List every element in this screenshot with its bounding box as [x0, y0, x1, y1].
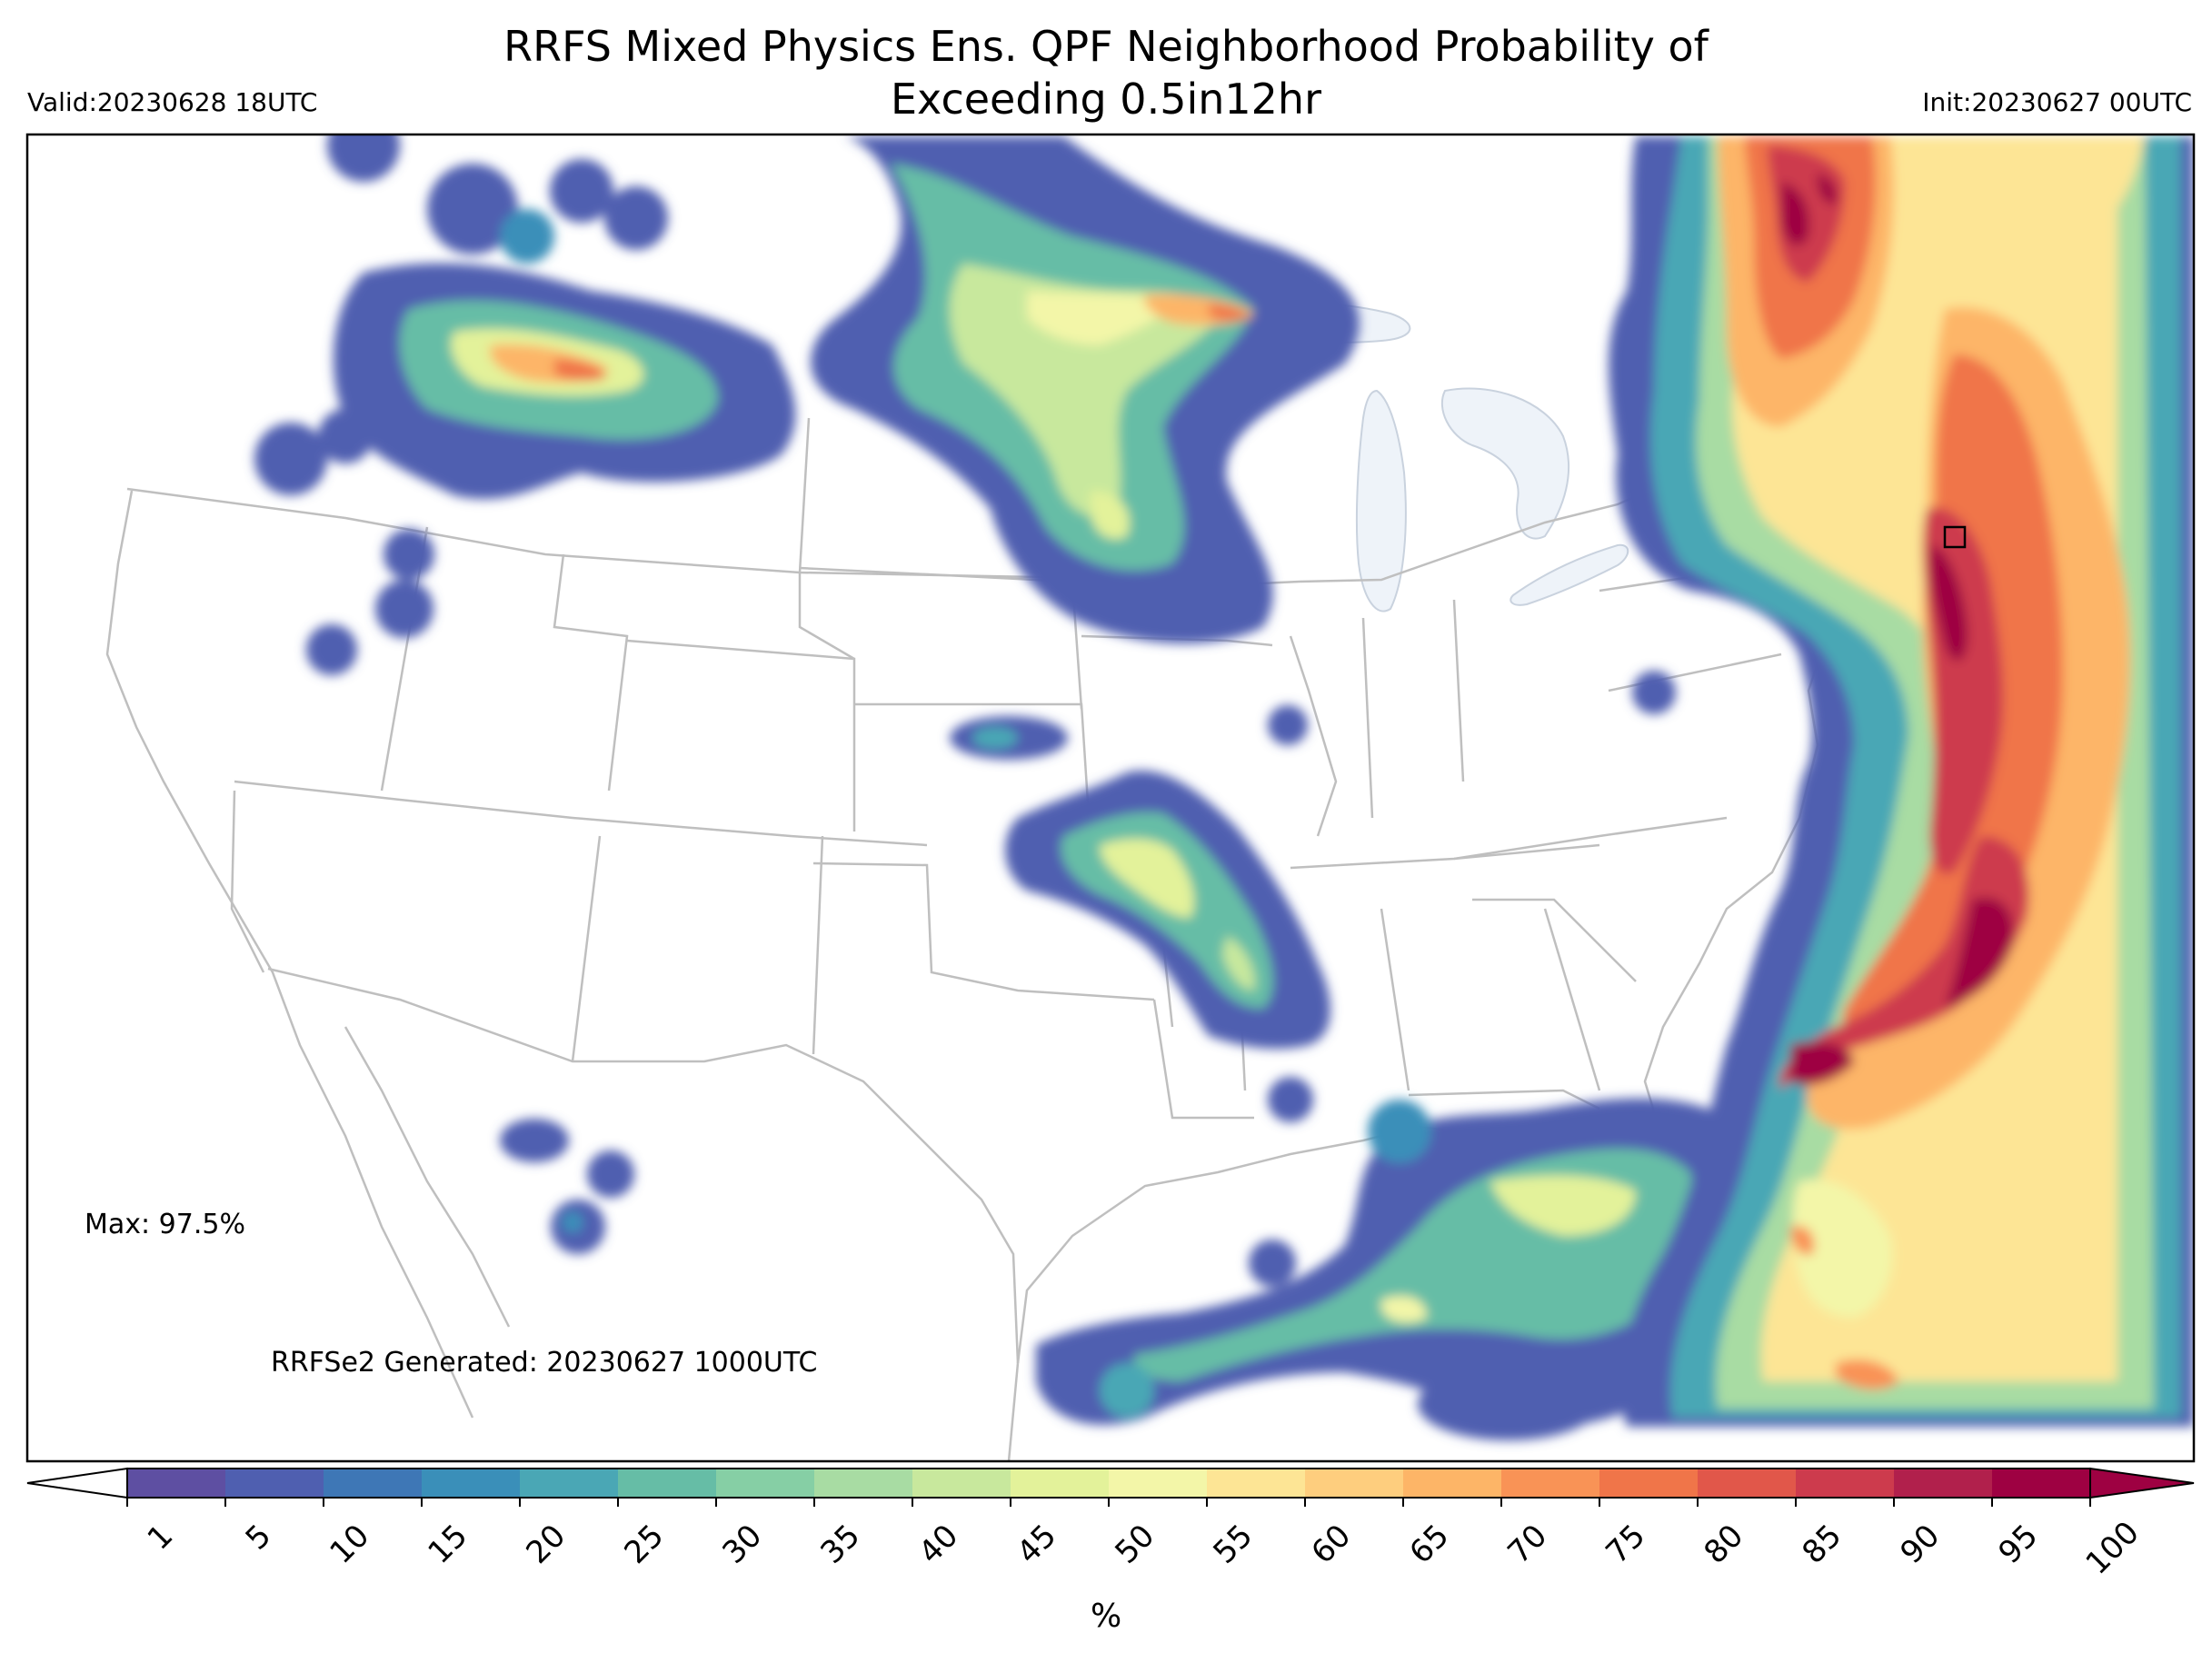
precip-area-east-coast — [1609, 136, 2194, 1427]
valid-time-label: Valid:20230628 18UTC — [27, 87, 318, 117]
colorbar-swatch — [1501, 1469, 1600, 1498]
colorbar-swatch — [1305, 1469, 1404, 1498]
generated-time-label: RRFSe2 Generated: 20230627 1000UTC — [271, 1347, 818, 1379]
max-location-marker — [1943, 525, 1967, 549]
max-value-label: Max: 97.5% — [85, 1209, 245, 1240]
lake-erie — [1510, 543, 1629, 606]
border-il-in — [1289, 635, 1338, 837]
colorbar-swatch — [1599, 1469, 1699, 1498]
lake-michigan — [1355, 389, 1407, 612]
border-ky-tn — [1290, 843, 1600, 870]
colorbar-under-extend — [26, 1467, 128, 1499]
precip-area-gulf-coast — [1036, 1098, 1749, 1440]
colorbar-swatch — [324, 1469, 423, 1498]
coast-mexico-east — [1007, 1362, 1020, 1461]
border-va-nc — [1453, 816, 1728, 861]
map-title: RRFS Mixed Physics Ens. QPF Neighborhood… — [0, 20, 2212, 125]
border-ne-sd — [798, 566, 1073, 661]
colorbar-swatch — [1992, 1469, 2091, 1498]
border-west-1 — [230, 790, 265, 973]
border-id-wy — [553, 553, 629, 792]
colorbar-swatch — [814, 1469, 913, 1498]
colorbar-swatch — [716, 1469, 815, 1498]
border-ok-tx — [812, 861, 1155, 1001]
lake-huron — [1440, 387, 1570, 540]
colorbar-swatch — [422, 1469, 521, 1498]
colorbar-swatch — [1698, 1469, 1797, 1498]
border-west-2 — [234, 780, 928, 847]
colorbar-over-extend — [2089, 1467, 2195, 1499]
colorbar-swatch — [912, 1469, 1011, 1498]
colorbar-swatch — [1796, 1469, 1895, 1498]
colorbar-swatch — [1207, 1469, 1306, 1498]
border-ga-sc — [1472, 898, 1637, 1091]
init-time-label: Init:20230627 00UTC — [1922, 87, 2192, 117]
title-line-2: Exceeding 0.5in12hr — [890, 75, 1321, 124]
border-ut-co — [626, 639, 856, 832]
colorbar-swatch — [1403, 1469, 1502, 1498]
colorbar-swatch — [127, 1469, 226, 1498]
precip-area-southern-plains — [950, 671, 1676, 1287]
coast-west — [105, 490, 474, 1419]
precip-area-northwest — [254, 134, 796, 675]
colorbar-units-label: % — [1091, 1598, 1122, 1635]
colorbar-swatch — [520, 1469, 619, 1498]
colorbar-swatch — [225, 1469, 324, 1498]
precip-area-northern-plains — [811, 136, 1360, 644]
us-mexico-border — [267, 967, 1020, 1364]
title-line-1: RRFS Mixed Physics Ens. QPF Neighborhood… — [503, 22, 1709, 71]
colorbar — [26, 1467, 2195, 1507]
colorbar-swatch — [1011, 1469, 1110, 1498]
colorbar-swatch — [1109, 1469, 1208, 1498]
border-in-oh — [1361, 599, 1465, 819]
probability-field — [254, 134, 2194, 1440]
colorbar-swatch — [1894, 1469, 1993, 1498]
colorbar-swatch — [618, 1469, 717, 1498]
map-frame — [25, 133, 2196, 1463]
border-nm-tx — [571, 835, 824, 1062]
precip-area-southwest — [500, 1119, 634, 1254]
coast-baja — [344, 1026, 511, 1328]
